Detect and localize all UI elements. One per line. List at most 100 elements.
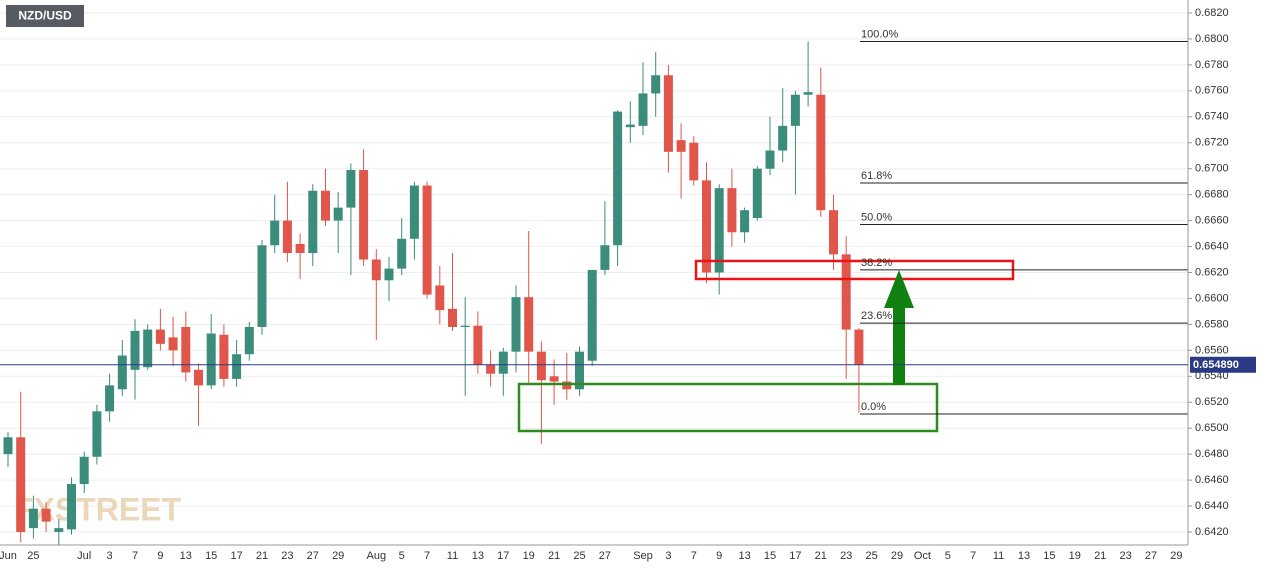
candle-body bbox=[600, 245, 610, 270]
y-tick-label: 0.6780 bbox=[1195, 59, 1229, 71]
fib-label: 50.0% bbox=[861, 211, 892, 223]
x-tick-label: 21 bbox=[815, 550, 827, 562]
candle-body bbox=[155, 329, 165, 344]
candle-body bbox=[270, 220, 280, 246]
x-tick-label: 29 bbox=[891, 550, 903, 562]
x-tick-label: 15 bbox=[764, 550, 776, 562]
candle-body bbox=[841, 254, 851, 330]
y-tick-label: 0.6680 bbox=[1195, 189, 1229, 201]
candle-body bbox=[524, 297, 534, 352]
fib-label: 23.6% bbox=[861, 310, 892, 322]
candle-body bbox=[790, 94, 800, 126]
candle-body bbox=[448, 308, 457, 327]
candle-body bbox=[689, 142, 699, 181]
y-tick-label: 0.6540 bbox=[1195, 370, 1229, 382]
candles bbox=[3, 41, 864, 545]
candle-body bbox=[816, 94, 826, 211]
candle-body bbox=[28, 508, 38, 529]
candle-body bbox=[702, 180, 711, 273]
candle-body bbox=[194, 369, 203, 386]
last-price-box bbox=[1190, 356, 1256, 373]
watermark: FXSTREET bbox=[14, 491, 182, 527]
x-tick-label: 17 bbox=[230, 550, 242, 562]
x-tick-label: 23 bbox=[840, 550, 852, 562]
last-price-label: 0.654890 bbox=[1193, 359, 1239, 371]
y-tick-label: 0.6700 bbox=[1195, 163, 1229, 175]
candle-body bbox=[41, 508, 51, 522]
x-tick-label: 19 bbox=[523, 550, 535, 562]
x-tick-label: 11 bbox=[447, 550, 458, 562]
y-tick-label: 0.6820 bbox=[1195, 7, 1229, 19]
candle-body bbox=[511, 297, 521, 352]
chart-title: NZD/USD bbox=[18, 9, 72, 23]
candle-body bbox=[778, 125, 788, 151]
candle-body bbox=[638, 93, 648, 126]
candle-body bbox=[575, 351, 584, 390]
y-tick-label: 0.6440 bbox=[1195, 500, 1229, 512]
x-tick-label: 3 bbox=[665, 550, 671, 562]
y-tick-label: 0.6520 bbox=[1195, 396, 1229, 408]
candle-body bbox=[803, 92, 813, 95]
candle-body bbox=[168, 337, 178, 351]
x-tick-label: 7 bbox=[970, 550, 976, 562]
candle-body bbox=[232, 354, 242, 379]
candle-body bbox=[473, 325, 483, 365]
x-tick-label: 13 bbox=[180, 550, 192, 562]
y-tick-label: 0.6420 bbox=[1195, 526, 1229, 538]
y-tick-label: 0.6760 bbox=[1195, 85, 1229, 97]
candle-body bbox=[308, 190, 318, 254]
x-tick-label: 23 bbox=[281, 550, 293, 562]
candle-body bbox=[409, 185, 419, 239]
x-tick-label: 7 bbox=[132, 550, 138, 562]
candle-body bbox=[498, 351, 508, 374]
x-tick-label: 17 bbox=[497, 550, 509, 562]
candle-body bbox=[397, 238, 407, 269]
candle-body bbox=[130, 330, 140, 370]
candle-body bbox=[384, 268, 394, 281]
y-tick-label: 0.6580 bbox=[1195, 318, 1229, 330]
arrow-head bbox=[884, 270, 914, 308]
x-tick-label: 3 bbox=[107, 550, 113, 562]
candle-body bbox=[651, 75, 661, 94]
candle-body bbox=[321, 190, 330, 221]
candle-body bbox=[587, 269, 597, 361]
candle-body bbox=[257, 245, 267, 327]
x-tick-label: 13 bbox=[472, 550, 484, 562]
x-tick-label: 11 bbox=[993, 550, 1004, 562]
y-tick-label: 0.6740 bbox=[1195, 111, 1229, 123]
x-tick-label: 9 bbox=[157, 550, 163, 562]
x-tick-label: 5 bbox=[945, 550, 951, 562]
x-tick-label: 25 bbox=[27, 550, 39, 562]
candle-body bbox=[460, 325, 470, 327]
y-tick-label: 0.6640 bbox=[1195, 240, 1229, 252]
x-tick-label: Sep bbox=[633, 550, 653, 562]
candle-body bbox=[143, 329, 153, 368]
arrow-shaft bbox=[893, 306, 905, 385]
candle-body bbox=[3, 437, 13, 455]
x-tick-label: 29 bbox=[332, 550, 344, 562]
candle-body bbox=[117, 355, 127, 390]
x-tick-label: 13 bbox=[1018, 550, 1030, 562]
candle-body bbox=[854, 329, 864, 365]
x-tick-label: 23 bbox=[1119, 550, 1131, 562]
candle-body bbox=[54, 528, 64, 533]
y-tick-label: 0.6660 bbox=[1195, 215, 1229, 227]
y-tick-label: 0.6460 bbox=[1195, 474, 1229, 486]
candle-body bbox=[422, 185, 432, 295]
fib-label: 0.0% bbox=[861, 401, 886, 413]
fib-label: 100.0% bbox=[861, 28, 899, 40]
candle-body bbox=[333, 207, 343, 221]
x-tick-label: 29 bbox=[1170, 550, 1182, 562]
candle-body bbox=[549, 376, 559, 382]
candle-body bbox=[16, 437, 26, 533]
x-tick-label: Jul bbox=[77, 550, 91, 562]
x-tick-label: 21 bbox=[1094, 550, 1106, 562]
x-tick-label: 5 bbox=[399, 550, 405, 562]
candle-body bbox=[727, 188, 737, 233]
candle-body bbox=[181, 327, 191, 373]
x-tick-label: 25 bbox=[573, 550, 585, 562]
candle-body bbox=[536, 351, 546, 381]
fib-label: 38.2% bbox=[861, 257, 892, 269]
